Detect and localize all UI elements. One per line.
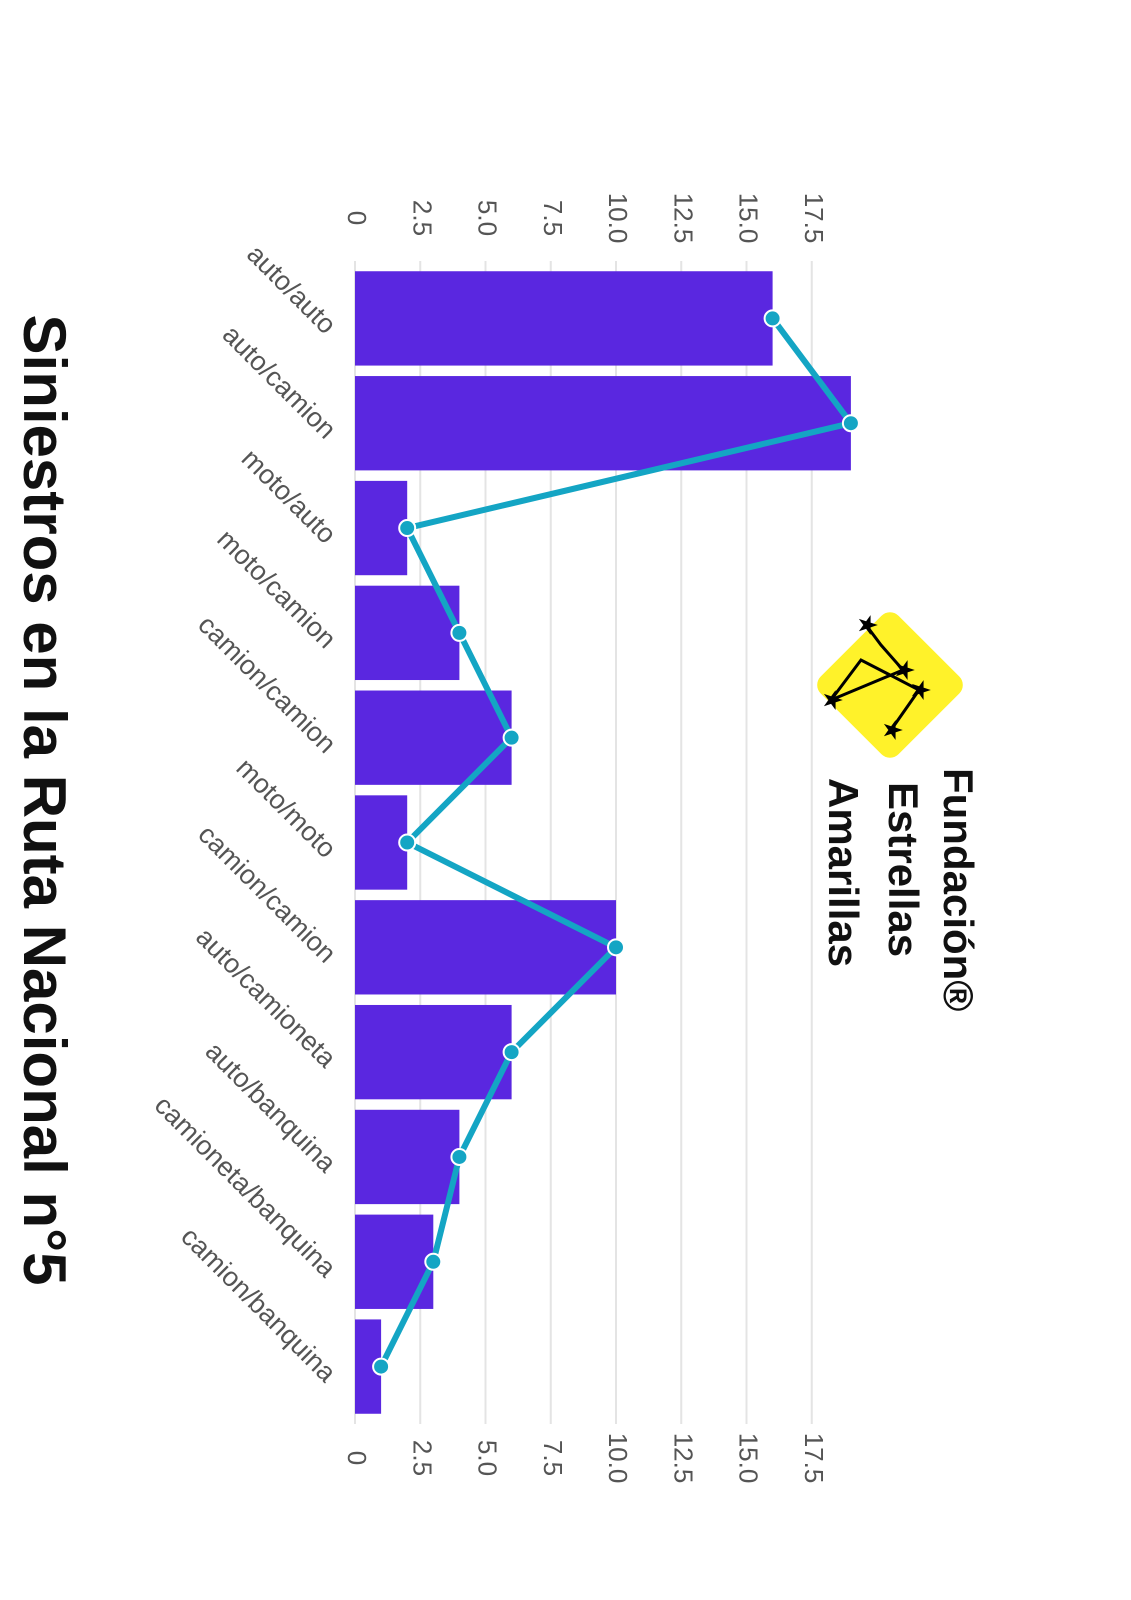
y-tick-label: 10.0 xyxy=(603,193,633,244)
y-tick-label: 15.0 xyxy=(734,193,764,244)
bar xyxy=(355,795,408,890)
line-point xyxy=(450,1147,469,1166)
y-tick-label: 10.0 xyxy=(603,1433,633,1484)
bar xyxy=(354,1319,382,1414)
line-point xyxy=(398,833,417,852)
x-tick-label: moto/auto xyxy=(236,443,342,549)
chart-title: Siniestros en la Ruta Nacional n°5 xyxy=(11,315,78,1286)
y-tick-label: 5.0 xyxy=(473,200,503,236)
logo-stars xyxy=(826,624,922,731)
logo-line: Estrellas xyxy=(880,782,927,957)
bar xyxy=(354,1214,434,1309)
star: ★ xyxy=(878,718,908,741)
x-tick-label: moto/moto xyxy=(231,752,342,863)
line-point xyxy=(763,309,782,328)
bar xyxy=(355,376,851,471)
line-point xyxy=(841,414,860,433)
constellation xyxy=(826,624,922,731)
y-tick-label: 17.5 xyxy=(799,1433,829,1484)
bar xyxy=(355,900,616,995)
y-tick-label: 7.5 xyxy=(538,1440,568,1476)
y-tick-label: 0 xyxy=(342,211,372,225)
y-tick-label: 5.0 xyxy=(473,1440,503,1476)
logo-star-points: ★ ★ ★ ★ ★ xyxy=(818,613,936,741)
y-tick-label: 7.5 xyxy=(538,200,568,236)
line-point xyxy=(607,938,625,957)
star: ★ xyxy=(853,613,883,636)
y-tick-label: 12.5 xyxy=(668,193,698,244)
x-tick-label: auto/camion xyxy=(217,319,342,444)
bar xyxy=(355,1109,460,1205)
bar xyxy=(355,480,408,576)
bar xyxy=(355,271,773,366)
star: ★ xyxy=(818,688,848,711)
line-point xyxy=(502,1043,521,1062)
bar xyxy=(354,690,512,785)
line-point xyxy=(398,519,417,538)
logo-line: Fundación® xyxy=(935,768,982,1011)
star: ★ xyxy=(906,678,936,701)
y-tick-label: 2.5 xyxy=(407,200,437,236)
y-tick-label: 0 xyxy=(342,1451,372,1465)
y-tick-label: 15.0 xyxy=(734,1433,764,1484)
line-point xyxy=(450,623,469,642)
x-tick-label: auto/auto xyxy=(241,239,342,340)
line-point xyxy=(424,1252,443,1271)
y-tick-label: 2.5 xyxy=(407,1440,437,1476)
star: ★ xyxy=(890,658,920,681)
bar xyxy=(354,1004,512,1100)
logo-icon xyxy=(817,612,963,758)
line-point xyxy=(372,1357,391,1376)
x-tick-label: camioneta/banquina xyxy=(149,1090,343,1284)
logo-diamond xyxy=(817,612,963,758)
y-tick-label: 17.5 xyxy=(799,193,829,244)
line-point xyxy=(502,728,521,747)
y-tick-label: 12.5 xyxy=(668,1433,698,1484)
logo-line: Amarillas xyxy=(820,778,867,967)
rotated-frame: Siniestros en la Ruta Nacional n°5 ★ ★ ★… xyxy=(11,193,982,1484)
bar xyxy=(355,585,460,681)
